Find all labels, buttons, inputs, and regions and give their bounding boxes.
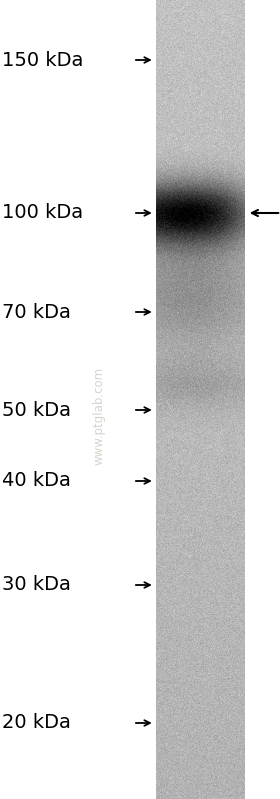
Text: 150 kDa: 150 kDa [2,50,83,70]
Text: 40 kDa: 40 kDa [2,471,71,491]
Text: 50 kDa: 50 kDa [2,400,71,419]
Text: www.ptglab.com: www.ptglab.com [93,367,106,464]
Text: 30 kDa: 30 kDa [2,575,71,594]
Text: 70 kDa: 70 kDa [2,303,71,321]
Text: 20 kDa: 20 kDa [2,714,71,733]
Text: 100 kDa: 100 kDa [2,204,83,222]
